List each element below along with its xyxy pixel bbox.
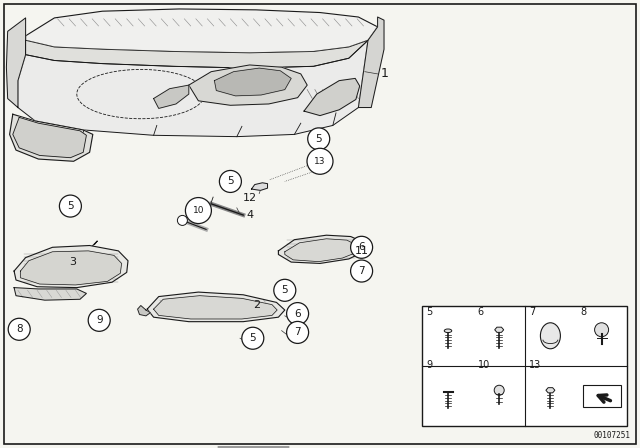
Text: 8: 8 xyxy=(16,324,22,334)
Polygon shape xyxy=(20,251,122,285)
Circle shape xyxy=(220,170,241,193)
Polygon shape xyxy=(26,40,368,68)
Text: 00107251: 00107251 xyxy=(593,431,630,440)
Text: 7: 7 xyxy=(358,266,365,276)
Text: 13: 13 xyxy=(314,157,326,166)
Polygon shape xyxy=(154,296,277,319)
Bar xyxy=(582,385,621,407)
Polygon shape xyxy=(214,68,291,96)
Circle shape xyxy=(287,321,308,344)
Circle shape xyxy=(88,309,110,332)
Circle shape xyxy=(287,302,308,325)
Polygon shape xyxy=(495,327,504,332)
Text: 9: 9 xyxy=(426,361,433,370)
Polygon shape xyxy=(252,183,268,190)
Text: 10: 10 xyxy=(193,206,204,215)
Text: 4: 4 xyxy=(246,210,253,220)
Polygon shape xyxy=(278,235,365,263)
Circle shape xyxy=(595,323,609,337)
Circle shape xyxy=(307,148,333,174)
Ellipse shape xyxy=(444,329,452,332)
Text: 1: 1 xyxy=(381,67,388,81)
Text: 7: 7 xyxy=(294,327,301,337)
Text: 13: 13 xyxy=(529,361,541,370)
Polygon shape xyxy=(546,388,555,393)
Circle shape xyxy=(177,215,188,225)
Text: 2: 2 xyxy=(253,300,260,310)
Polygon shape xyxy=(6,18,26,108)
Text: 6: 6 xyxy=(358,242,365,252)
Circle shape xyxy=(186,198,211,224)
Text: 10: 10 xyxy=(477,361,490,370)
Polygon shape xyxy=(26,9,378,53)
Ellipse shape xyxy=(540,323,561,349)
Polygon shape xyxy=(304,78,360,116)
Polygon shape xyxy=(147,292,285,322)
Polygon shape xyxy=(14,288,86,300)
Circle shape xyxy=(351,260,372,282)
Circle shape xyxy=(308,128,330,150)
Bar xyxy=(422,306,627,426)
Circle shape xyxy=(274,279,296,302)
Circle shape xyxy=(242,327,264,349)
Polygon shape xyxy=(138,306,150,316)
Text: 5: 5 xyxy=(227,177,234,186)
Polygon shape xyxy=(18,40,368,137)
Polygon shape xyxy=(14,246,128,288)
Text: 5: 5 xyxy=(67,201,74,211)
Text: 8: 8 xyxy=(580,307,586,317)
Polygon shape xyxy=(13,117,86,158)
Polygon shape xyxy=(358,238,368,246)
Polygon shape xyxy=(189,65,307,105)
Text: 11: 11 xyxy=(355,246,369,256)
Text: 3: 3 xyxy=(69,257,76,267)
Text: 5: 5 xyxy=(426,307,433,317)
Polygon shape xyxy=(10,114,93,161)
Polygon shape xyxy=(154,85,189,108)
Circle shape xyxy=(8,318,30,340)
Text: 12: 12 xyxy=(243,193,257,203)
Text: 5: 5 xyxy=(316,134,322,144)
Text: 9: 9 xyxy=(96,315,102,325)
Text: 7: 7 xyxy=(529,307,535,317)
Text: 6: 6 xyxy=(294,309,301,319)
Circle shape xyxy=(494,385,504,395)
Circle shape xyxy=(351,236,372,258)
Text: 5: 5 xyxy=(250,333,256,343)
Text: 6: 6 xyxy=(477,307,484,317)
Polygon shape xyxy=(358,17,384,108)
Text: 5: 5 xyxy=(282,285,288,295)
Polygon shape xyxy=(285,239,357,262)
Circle shape xyxy=(60,195,81,217)
